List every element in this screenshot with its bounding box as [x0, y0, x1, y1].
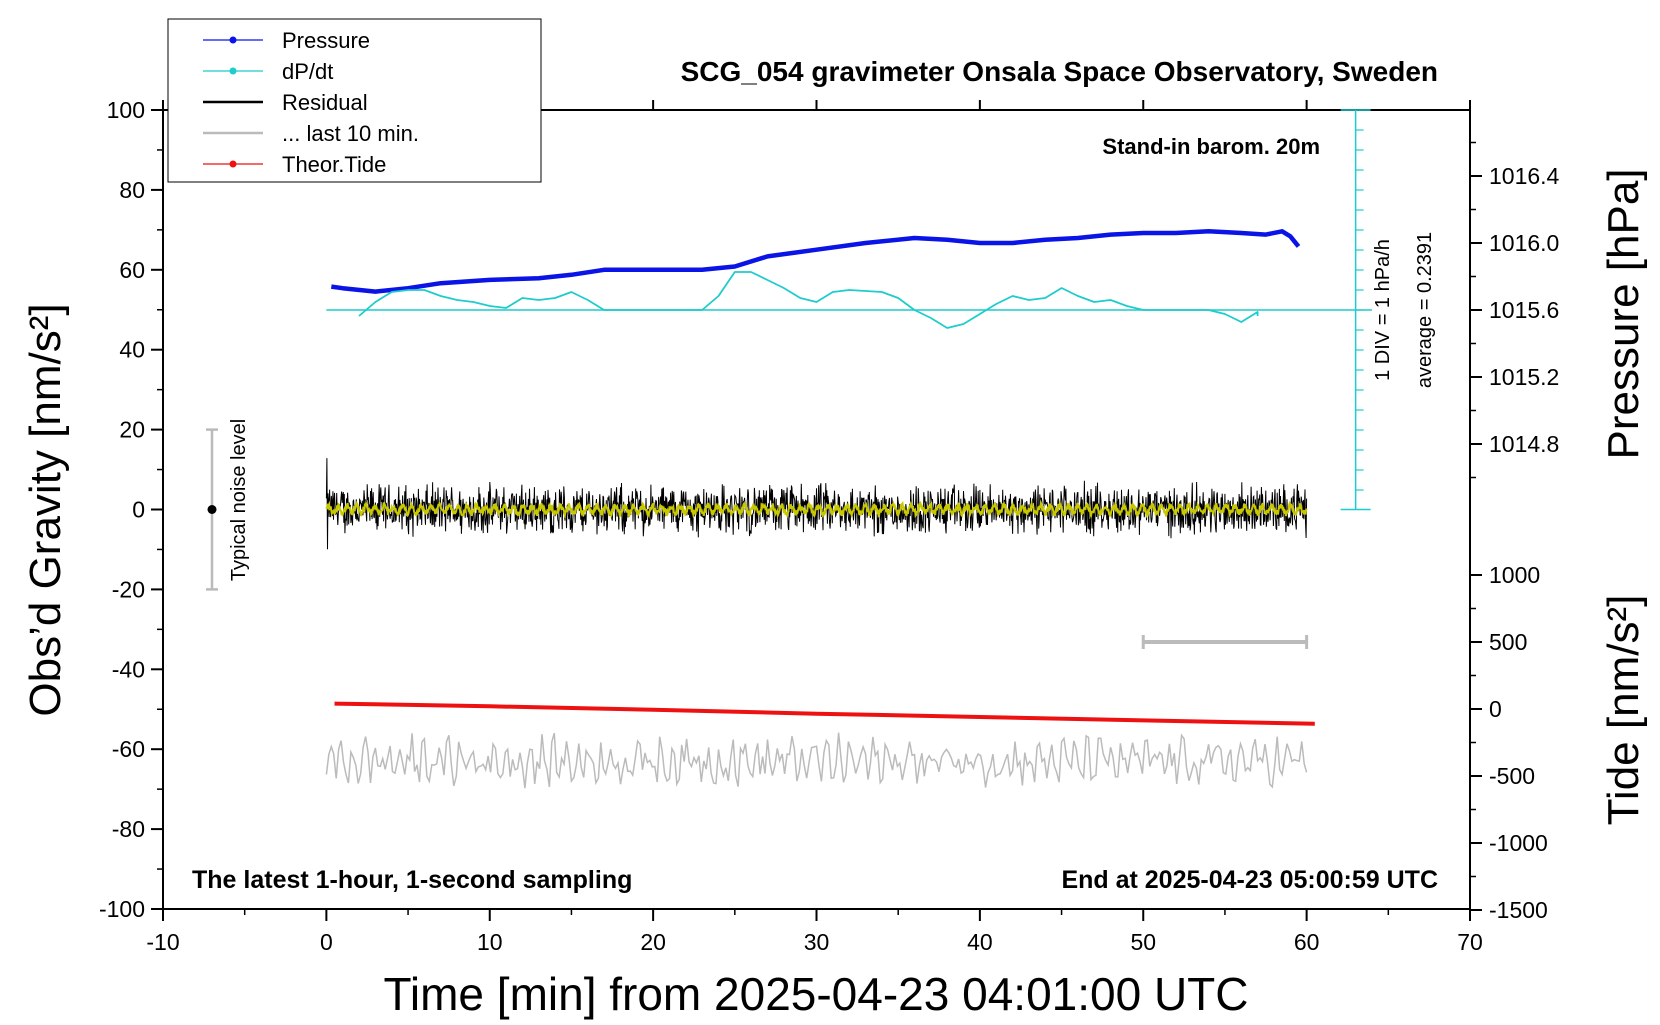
noise-level-bar: Typical noise level [206, 419, 250, 591]
legend-marker [229, 160, 237, 168]
legend-box [167, 18, 542, 183]
y-tick-label: 100 [107, 97, 145, 123]
tide-tick-label: -1500 [1489, 897, 1548, 923]
chart-title: SCG_054 gravimeter Onsala Space Observat… [681, 56, 1438, 87]
y-axis-label-left: Obs’d Gravity [nm/s²] [21, 303, 70, 716]
x-tick-label: 60 [1294, 929, 1320, 955]
footer-left: The latest 1-hour, 1-second sampling [192, 866, 632, 894]
y-axis-label-pressure: Pressure [hPa] [1599, 168, 1648, 459]
last-10-min-series [325, 732, 1308, 789]
x-axis: -10 0 10 20 30 40 50 60 70 [146, 100, 1483, 955]
tide-tick-label: -500 [1489, 763, 1535, 789]
pressure-tick-label: 1015.6 [1489, 297, 1559, 323]
dpdt-series [358, 271, 1259, 329]
series-layer [325, 229, 1372, 789]
y-axis-gravity: 100 80 60 40 20 0 -20 -40 -60 -80 -100 [99, 97, 163, 922]
legend-marker [229, 67, 237, 75]
pressure-tick-label: 1016.0 [1489, 230, 1559, 256]
x-tick-label: 30 [804, 929, 830, 955]
y-tick-label: -100 [99, 896, 145, 922]
y-tick-label: -60 [112, 736, 145, 762]
y-tick-label: 80 [119, 177, 145, 203]
y-tick-label: 0 [132, 497, 145, 523]
legend-label: Residual [282, 90, 368, 115]
legend-label: ... last 10 min. [282, 121, 419, 146]
legend-label: Pressure [282, 28, 370, 53]
tide-tick-label: 0 [1489, 696, 1502, 722]
noise-level-label: Typical noise level [228, 419, 250, 581]
x-tick-label: 0 [320, 929, 333, 955]
y-tick-label: 20 [119, 417, 145, 443]
x-axis-label: Time [min] from 2025-04-23 04:01:00 UTC [384, 968, 1249, 1020]
pressure-tick-label: 1016.4 [1489, 163, 1560, 189]
y-tick-label: -40 [112, 656, 145, 682]
tide-tick-label: -1000 [1489, 830, 1548, 856]
legend-marker [229, 36, 237, 44]
residual-series [325, 458, 1308, 550]
y-axis-tide: 1000 500 0 -500 -1000 -1500 [1470, 562, 1548, 923]
x-tick-label: 20 [640, 929, 666, 955]
x-tick-label: -10 [146, 929, 179, 955]
legend-label: Theor.Tide [282, 152, 386, 177]
y-tick-label: 40 [119, 337, 145, 363]
last-10-min-bracket [1141, 635, 1309, 649]
legend: Pressure dP/dt Residual ... last 10 min. The… [167, 18, 542, 183]
pressure-tick-label: 1015.2 [1489, 364, 1559, 390]
noise-level-dot [207, 505, 217, 514]
footer-right: End at 2025-04-23 05:00:59 UTC [1061, 866, 1438, 894]
tide-tick-label: 1000 [1489, 562, 1540, 588]
y-axis-pressure: 1016.4 1016.0 1015.6 1015.2 1014.8 [1470, 141, 1560, 479]
pressure-tick-label: 1014.8 [1489, 431, 1559, 457]
y-axis-label-tide: Tide [nm/s²] [1599, 595, 1648, 826]
x-tick-label: 50 [1130, 929, 1156, 955]
residual-smoothed-series [325, 499, 1308, 519]
barometer-note: Stand-in barom. 20m [1102, 134, 1320, 159]
dpdt-scale-label: 1 DIV = 1 hPa/h [1372, 239, 1394, 381]
dpdt-average-label: average = 0.2391 [1414, 232, 1436, 388]
tide-series [334, 701, 1315, 726]
legend-label: dP/dt [282, 59, 333, 84]
y-tick-label: -80 [112, 816, 145, 842]
x-tick-label: 70 [1457, 929, 1483, 955]
y-tick-label: -20 [112, 576, 145, 602]
x-tick-label: 40 [967, 929, 993, 955]
y-tick-label: 60 [119, 257, 145, 283]
x-tick-label: 10 [477, 929, 503, 955]
tide-tick-label: 500 [1489, 629, 1527, 655]
pressure-series [330, 229, 1301, 294]
